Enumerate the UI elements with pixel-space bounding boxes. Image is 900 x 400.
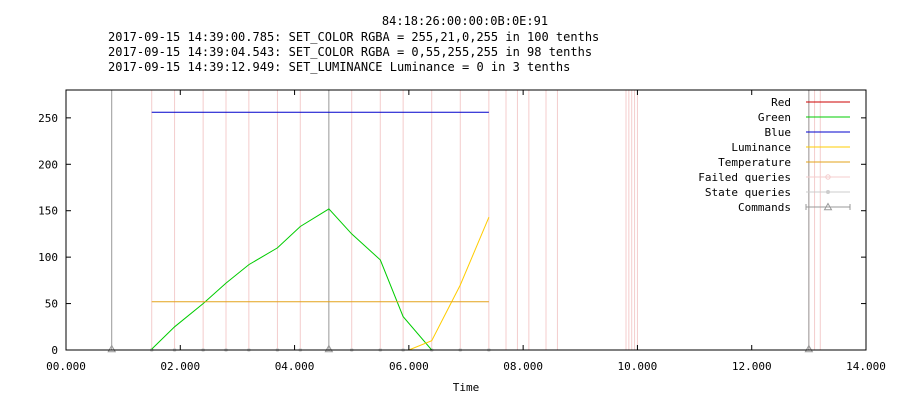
legend-label-blue: Blue	[765, 126, 792, 139]
legend-label-temperature: Temperature	[718, 156, 791, 169]
legend-label-green: Green	[758, 111, 791, 124]
x-tick-label-7: 14.000	[846, 360, 886, 373]
x-tick-label-4: 08.000	[503, 360, 543, 373]
axis-ticks: 0 50 100 150 200 250 00.000 02.000 04.000 06.000 0…	[38, 90, 886, 373]
luminance-series-line	[151, 217, 490, 351]
x-tick-label-1: 02.000	[160, 360, 200, 373]
y-tick-label-1: 50	[45, 298, 58, 311]
y-tick-label-2: 100	[38, 251, 58, 264]
x-tick-label-5: 10.000	[618, 360, 658, 373]
commands-triangle-2	[804, 344, 814, 353]
x-axis-label: Time	[453, 381, 480, 394]
legend-marker-state-queries	[826, 190, 830, 194]
y-tick-label-3: 150	[38, 205, 58, 218]
y-tick-label-5: 250	[38, 112, 58, 125]
legend-label-commands: Commands	[738, 201, 791, 214]
chart-title: 84:18:26:00:00:0B:0E:91	[382, 14, 548, 28]
x-tick-label-3: 06.000	[389, 360, 429, 373]
y-tick-label-0: 0	[51, 344, 58, 357]
legend-label-state-queries: State queries	[705, 186, 791, 199]
green-series-line	[151, 208, 489, 351]
legend: Red Green Blue Luminance Temperature Failed q…	[698, 96, 851, 214]
subtitle-line-1: 2017-09-15 14:39:00.785: SET_COLOR RGBA …	[108, 30, 599, 44]
x-tick-label-2: 04.000	[275, 360, 315, 373]
x-tick-label-6: 12.000	[732, 360, 772, 373]
subtitle-line-3: 2017-09-15 14:39:12.949: SET_LUMINANCE L…	[108, 60, 570, 74]
legend-marker-failed-queries	[825, 174, 831, 180]
plot-frame	[65, 89, 867, 351]
commands-triangle-0	[107, 344, 117, 353]
y-tick-label-4: 200	[38, 158, 58, 171]
legend-label-luminance: Luminance	[731, 141, 791, 154]
legend-marker-commands	[823, 202, 833, 211]
x-tick-label-0: 00.000	[46, 360, 86, 373]
legend-label-failed-queries: Failed queries	[698, 171, 791, 184]
subtitle-line-2: 2017-09-15 14:39:04.543: SET_COLOR RGBA …	[108, 45, 592, 59]
plot-area	[107, 90, 821, 353]
legend-label-red: Red	[771, 96, 791, 109]
